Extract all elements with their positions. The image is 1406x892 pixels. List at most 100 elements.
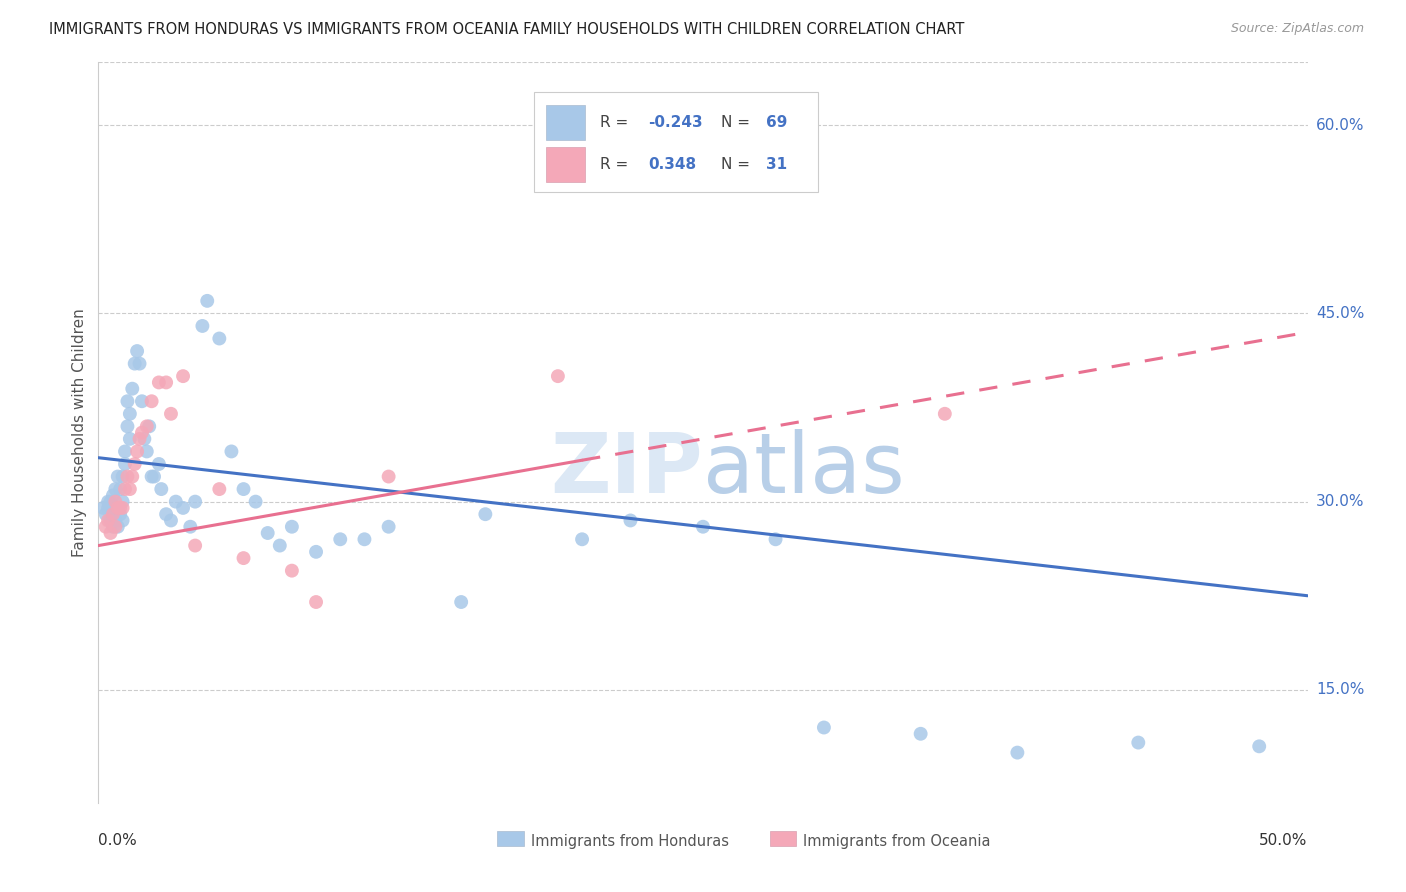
Point — [1007, 746, 1029, 760]
Point — [97, 500, 120, 515]
Point — [150, 482, 173, 496]
Point — [172, 369, 194, 384]
Point — [108, 482, 131, 496]
Point — [127, 344, 149, 359]
Point — [148, 457, 170, 471]
Point — [118, 432, 141, 446]
Point — [128, 432, 150, 446]
Point — [104, 500, 127, 515]
Text: 0.348: 0.348 — [648, 157, 697, 172]
Point — [97, 494, 120, 508]
Point — [138, 419, 160, 434]
Point — [111, 500, 134, 515]
Point — [91, 500, 114, 515]
Text: 0.0%: 0.0% — [98, 833, 138, 848]
Point — [232, 551, 254, 566]
Point — [107, 520, 129, 534]
Point — [104, 494, 127, 508]
Bar — [769, 831, 796, 846]
Point — [101, 520, 124, 534]
Point — [135, 419, 157, 434]
Point — [232, 482, 254, 496]
Text: N =: N = — [721, 157, 755, 172]
Point — [131, 394, 153, 409]
Text: 31: 31 — [766, 157, 787, 172]
Point — [184, 494, 207, 508]
Point — [619, 513, 641, 527]
Point — [195, 293, 218, 308]
Point — [104, 482, 127, 496]
Point — [813, 721, 835, 735]
Point — [111, 469, 134, 483]
Point — [377, 520, 399, 534]
Point — [131, 425, 153, 440]
Text: 15.0%: 15.0% — [1316, 682, 1364, 698]
Point — [155, 376, 177, 390]
Point — [450, 595, 472, 609]
Point — [128, 357, 150, 371]
Point — [165, 494, 187, 508]
Text: 45.0%: 45.0% — [1316, 306, 1364, 321]
Point — [124, 357, 146, 371]
Point — [134, 432, 156, 446]
Bar — [498, 831, 524, 846]
Point — [114, 482, 136, 496]
Point — [114, 457, 136, 471]
Point — [117, 469, 139, 483]
Point — [100, 494, 122, 508]
Point — [191, 318, 214, 333]
Point — [245, 494, 267, 508]
Point — [281, 564, 304, 578]
Text: 50.0%: 50.0% — [1260, 833, 1308, 848]
Point — [111, 513, 134, 527]
Point — [143, 469, 166, 483]
Point — [100, 526, 122, 541]
Text: Immigrants from Honduras: Immigrants from Honduras — [531, 834, 730, 849]
Point — [765, 533, 787, 547]
Y-axis label: Family Households with Children: Family Households with Children — [72, 309, 87, 557]
Point — [94, 520, 117, 534]
Point — [101, 507, 124, 521]
Point — [118, 407, 141, 421]
Point — [141, 394, 163, 409]
Point — [353, 533, 375, 547]
Point — [160, 513, 183, 527]
Point — [121, 469, 143, 483]
Text: ZIP: ZIP — [551, 429, 703, 510]
Point — [141, 469, 163, 483]
Text: R =: R = — [600, 157, 633, 172]
Point — [108, 500, 131, 515]
Text: Source: ZipAtlas.com: Source: ZipAtlas.com — [1230, 22, 1364, 36]
Point — [155, 507, 177, 521]
Point — [184, 539, 207, 553]
Point — [221, 444, 243, 458]
Point — [1128, 735, 1150, 749]
Point — [100, 500, 122, 515]
Point — [97, 513, 120, 527]
Text: R =: R = — [600, 115, 633, 130]
Point — [107, 500, 129, 515]
Point — [329, 533, 352, 547]
Text: N =: N = — [721, 115, 755, 130]
Point — [114, 444, 136, 458]
Point — [256, 526, 278, 541]
Point — [692, 520, 714, 534]
Text: Immigrants from Oceania: Immigrants from Oceania — [803, 834, 991, 849]
Point — [107, 469, 129, 483]
Bar — [546, 147, 585, 182]
Point — [208, 482, 231, 496]
Text: atlas: atlas — [703, 429, 904, 510]
Point — [124, 457, 146, 471]
Point — [208, 331, 231, 345]
Point — [118, 482, 141, 496]
Point — [104, 520, 127, 534]
Point — [547, 369, 569, 384]
Point — [571, 533, 593, 547]
Point — [172, 500, 194, 515]
Point — [269, 539, 291, 553]
Text: 60.0%: 60.0% — [1316, 118, 1364, 133]
Point — [160, 407, 183, 421]
Point — [148, 376, 170, 390]
Point — [101, 507, 124, 521]
Point — [305, 545, 328, 559]
